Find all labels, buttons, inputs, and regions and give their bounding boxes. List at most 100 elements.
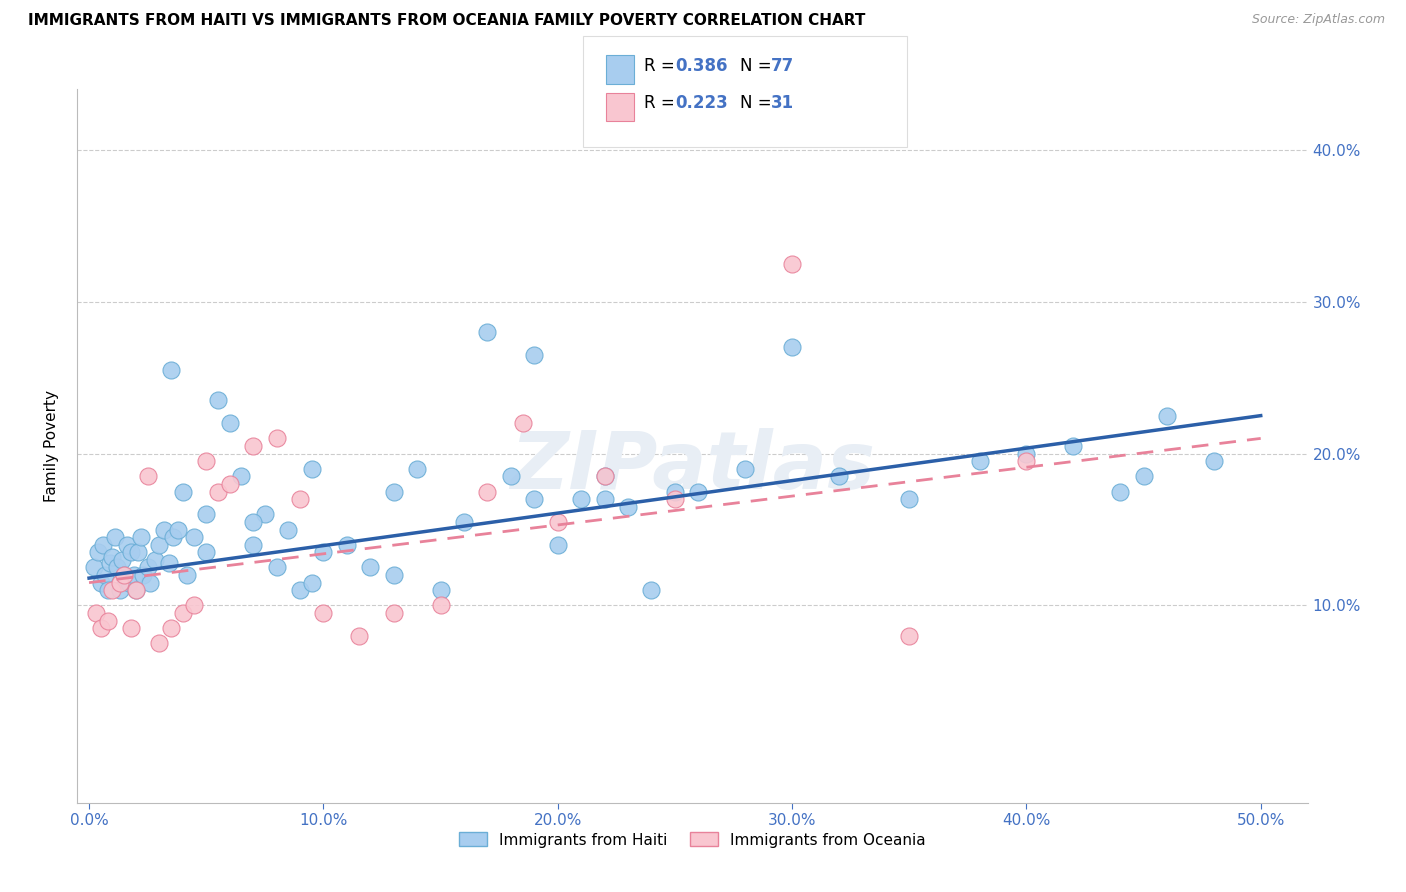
Point <box>195 508 218 522</box>
Point <box>148 538 170 552</box>
Point <box>266 431 288 445</box>
Point <box>664 492 686 507</box>
Point <box>828 469 851 483</box>
Point <box>312 545 335 559</box>
Text: 77: 77 <box>770 57 794 75</box>
Point <box>734 462 756 476</box>
Point <box>83 560 105 574</box>
Point <box>1202 454 1225 468</box>
Point <box>207 393 229 408</box>
Point <box>104 530 127 544</box>
Point <box>101 549 124 564</box>
Point <box>301 575 323 590</box>
Point <box>477 325 499 339</box>
Point <box>1132 469 1154 483</box>
Point <box>688 484 710 499</box>
Point <box>195 454 218 468</box>
Point <box>90 575 112 590</box>
Point <box>1156 409 1178 423</box>
Point <box>120 621 142 635</box>
Point <box>87 545 110 559</box>
Point <box>429 599 451 613</box>
Point <box>218 477 240 491</box>
Point <box>112 568 135 582</box>
Point <box>160 363 183 377</box>
Point <box>664 484 686 499</box>
Point <box>160 621 183 635</box>
Text: 31: 31 <box>770 95 793 112</box>
Point <box>112 568 135 582</box>
Point <box>136 469 159 483</box>
Point <box>253 508 276 522</box>
Point <box>183 530 205 544</box>
Point <box>122 568 145 582</box>
Point <box>593 469 616 483</box>
Point <box>277 523 299 537</box>
Point <box>97 583 120 598</box>
Point <box>167 523 190 537</box>
Point <box>115 538 138 552</box>
Text: ZIPatlas: ZIPatlas <box>510 428 875 507</box>
Point <box>132 568 155 582</box>
Point <box>1062 439 1084 453</box>
Text: R =: R = <box>644 57 681 75</box>
Point <box>172 484 194 499</box>
Point <box>207 484 229 499</box>
Point <box>617 500 640 514</box>
Point <box>288 492 311 507</box>
Text: R =: R = <box>644 95 681 112</box>
Point <box>359 560 381 574</box>
Point <box>136 560 159 574</box>
Y-axis label: Family Poverty: Family Poverty <box>44 390 59 502</box>
Point <box>108 583 131 598</box>
Point <box>242 439 264 453</box>
Text: N =: N = <box>740 57 776 75</box>
Point <box>523 492 546 507</box>
Point <box>780 340 803 354</box>
Point <box>499 469 522 483</box>
Point <box>176 568 198 582</box>
Point <box>347 629 370 643</box>
Point <box>127 545 149 559</box>
Point <box>242 538 264 552</box>
Point <box>969 454 991 468</box>
Point <box>898 492 921 507</box>
Point <box>139 575 162 590</box>
Point <box>153 523 176 537</box>
Point <box>125 583 148 598</box>
Point <box>148 636 170 650</box>
Point <box>288 583 311 598</box>
Point <box>120 545 142 559</box>
Point <box>512 416 534 430</box>
Point <box>231 469 253 483</box>
Point <box>547 538 569 552</box>
Point <box>382 484 405 499</box>
Point <box>125 583 148 598</box>
Point <box>593 469 616 483</box>
Point <box>429 583 451 598</box>
Point <box>1015 454 1038 468</box>
Point <box>477 484 499 499</box>
Point <box>1015 447 1038 461</box>
Point <box>312 606 335 620</box>
Point <box>183 599 205 613</box>
Point <box>336 538 359 552</box>
Point <box>406 462 429 476</box>
Point <box>242 515 264 529</box>
Point <box>195 545 218 559</box>
Text: 0.386: 0.386 <box>675 57 727 75</box>
Point <box>98 556 121 570</box>
Point <box>569 492 592 507</box>
Point <box>108 575 131 590</box>
Legend: Immigrants from Haiti, Immigrants from Oceania: Immigrants from Haiti, Immigrants from O… <box>453 826 932 854</box>
Text: Source: ZipAtlas.com: Source: ZipAtlas.com <box>1251 13 1385 27</box>
Point <box>172 606 194 620</box>
Point <box>129 530 152 544</box>
Point <box>94 568 117 582</box>
Point <box>91 538 114 552</box>
Point <box>382 568 405 582</box>
Point <box>90 621 112 635</box>
Point <box>1109 484 1132 499</box>
Point <box>898 629 921 643</box>
Point <box>218 416 240 430</box>
